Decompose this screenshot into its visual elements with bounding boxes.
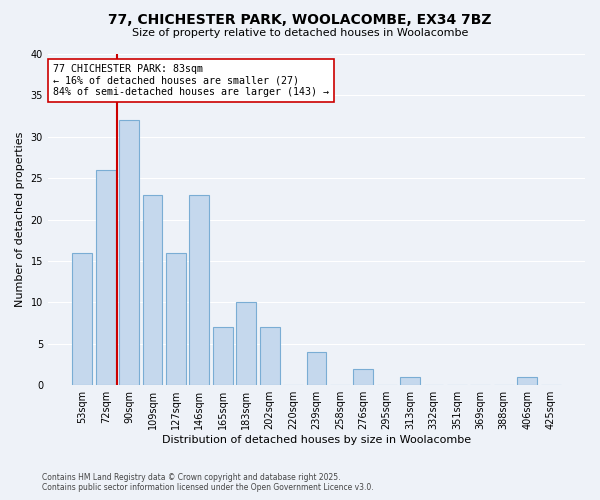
Bar — [236, 302, 256, 385]
Bar — [400, 377, 420, 385]
Bar — [119, 120, 139, 385]
Bar — [143, 195, 163, 385]
Bar — [73, 252, 92, 385]
Bar — [517, 377, 537, 385]
Text: Contains HM Land Registry data © Crown copyright and database right 2025.
Contai: Contains HM Land Registry data © Crown c… — [42, 473, 374, 492]
Bar — [190, 195, 209, 385]
Y-axis label: Number of detached properties: Number of detached properties — [15, 132, 25, 308]
Text: 77 CHICHESTER PARK: 83sqm
← 16% of detached houses are smaller (27)
84% of semi-: 77 CHICHESTER PARK: 83sqm ← 16% of detac… — [53, 64, 329, 97]
Bar — [166, 252, 186, 385]
Bar — [213, 327, 233, 385]
X-axis label: Distribution of detached houses by size in Woolacombe: Distribution of detached houses by size … — [162, 435, 471, 445]
Bar — [353, 368, 373, 385]
Bar — [307, 352, 326, 385]
Text: Size of property relative to detached houses in Woolacombe: Size of property relative to detached ho… — [132, 28, 468, 38]
Bar — [260, 327, 280, 385]
Text: 77, CHICHESTER PARK, WOOLACOMBE, EX34 7BZ: 77, CHICHESTER PARK, WOOLACOMBE, EX34 7B… — [108, 12, 492, 26]
Bar — [96, 170, 116, 385]
